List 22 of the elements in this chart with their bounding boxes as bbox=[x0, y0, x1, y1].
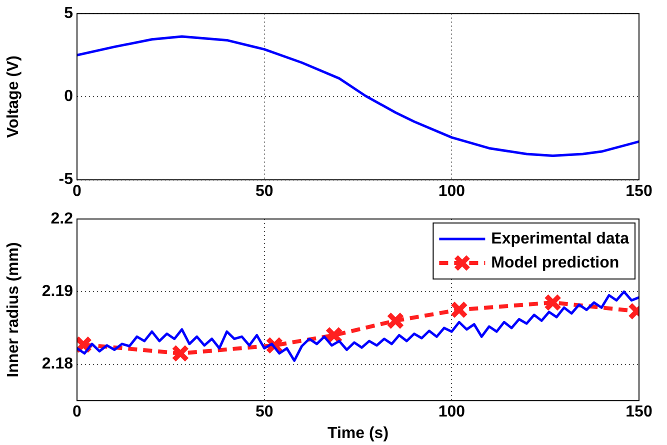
point bbox=[325, 326, 343, 344]
y-tick-label: 0 bbox=[64, 88, 74, 106]
point bbox=[450, 300, 468, 319]
y-axis-title: Voltage (V) bbox=[5, 56, 22, 138]
x-tick-label: 150 bbox=[626, 404, 652, 421]
x-axis-title: Time (s) bbox=[327, 424, 389, 442]
y-tick-label: 5 bbox=[64, 5, 74, 22]
x-tick-label: 100 bbox=[438, 404, 466, 421]
x-tick-label: 50 bbox=[255, 404, 274, 421]
point bbox=[386, 312, 404, 330]
x-tick-label: 100 bbox=[438, 182, 466, 200]
legend-label: Model prediction bbox=[491, 254, 620, 272]
point bbox=[544, 294, 562, 312]
y-tick-label: 2.18 bbox=[42, 356, 74, 373]
y-tick-label: -5 bbox=[58, 171, 74, 188]
x-tick-label: 50 bbox=[255, 182, 274, 200]
point bbox=[172, 344, 190, 362]
y-tick-label: 2.2 bbox=[50, 210, 74, 228]
y-tick-label: 2.19 bbox=[42, 283, 74, 300]
legend-label: Experimental data bbox=[491, 230, 630, 248]
x-tick-label: 150 bbox=[626, 182, 652, 200]
y-axis-title: Inner radius (mm) bbox=[5, 242, 22, 378]
